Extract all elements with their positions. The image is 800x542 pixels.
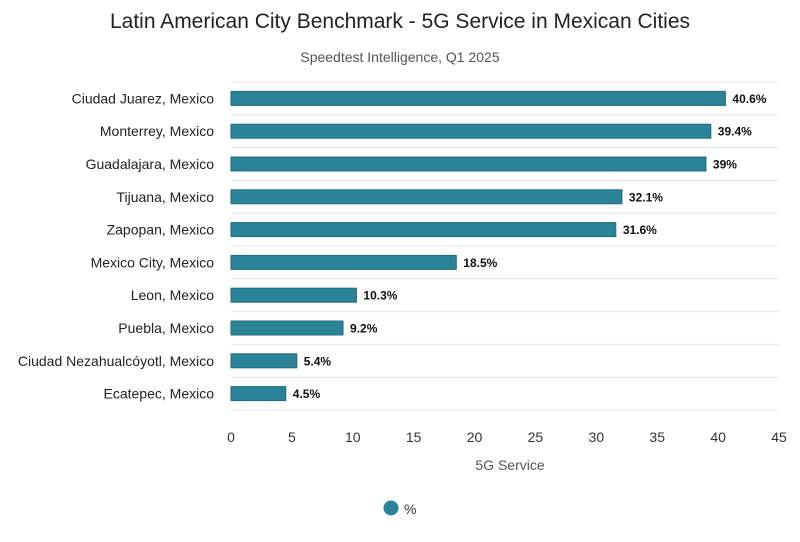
category-label: Ecatepec, Mexico bbox=[104, 386, 215, 402]
legend[interactable]: % bbox=[383, 500, 417, 518]
x-axis-ticks: 0 5 10 15 20 25 30 35 40 45 bbox=[227, 429, 787, 445]
bar[interactable] bbox=[230, 353, 298, 369]
x-tick-label: 0 bbox=[227, 429, 235, 445]
data-label: 32.1% bbox=[629, 190, 663, 204]
bar[interactable] bbox=[230, 189, 623, 205]
category-label: Guadalajara, Mexico bbox=[86, 156, 215, 172]
data-label: 31.6% bbox=[623, 223, 657, 237]
data-label: 9.2% bbox=[350, 322, 378, 336]
category-label: Tijuana, Mexico bbox=[116, 189, 214, 205]
data-label: 40.6% bbox=[732, 92, 766, 106]
legend-swatch-icon bbox=[383, 500, 399, 516]
x-tick-label: 5 bbox=[288, 429, 296, 445]
bar[interactable] bbox=[230, 320, 344, 336]
bar[interactable] bbox=[230, 222, 617, 238]
category-label: Leon, Mexico bbox=[131, 287, 214, 303]
data-label: 39% bbox=[713, 158, 737, 172]
category-labels: Ciudad Juarez, Mexico Monterrey, Mexico Gu… bbox=[18, 90, 214, 401]
legend-label: % bbox=[404, 501, 416, 517]
bars bbox=[230, 90, 726, 402]
x-tick-label: 20 bbox=[467, 429, 483, 445]
bar[interactable] bbox=[230, 123, 712, 139]
x-tick-label: 30 bbox=[589, 429, 605, 445]
category-label: Zapopan, Mexico bbox=[107, 222, 215, 238]
chart-subtitle: Speedtest Intelligence, Q1 2025 bbox=[300, 49, 499, 65]
data-labels: 40.6% 39.4% 39% 32.1% 31.6% 18.5% 10.3% 9.2% 5.4… bbox=[293, 92, 767, 401]
data-label: 4.5% bbox=[293, 387, 321, 401]
chart-title: Latin American City Benchmark - 5G Servi… bbox=[110, 10, 690, 33]
x-tick-label: 10 bbox=[345, 429, 361, 445]
data-label: 18.5% bbox=[463, 256, 497, 270]
bar[interactable] bbox=[230, 287, 357, 303]
x-tick-label: 15 bbox=[406, 429, 422, 445]
x-tick-label: 35 bbox=[649, 429, 665, 445]
category-label: Monterrey, Mexico bbox=[100, 123, 214, 139]
category-label: Puebla, Mexico bbox=[118, 320, 214, 336]
data-label: 10.3% bbox=[363, 289, 397, 303]
category-label: Ciudad Juarez, Mexico bbox=[72, 90, 215, 106]
category-label: Ciudad Nezahualcóyotl, Mexico bbox=[18, 353, 214, 369]
x-tick-label: 40 bbox=[710, 429, 726, 445]
bar[interactable] bbox=[230, 90, 726, 106]
bar[interactable] bbox=[230, 254, 457, 270]
bar[interactable] bbox=[230, 156, 707, 172]
x-axis-title: 5G Service bbox=[475, 457, 544, 473]
data-label: 5.4% bbox=[304, 354, 332, 368]
x-tick-label: 45 bbox=[771, 429, 787, 445]
x-tick-label: 25 bbox=[528, 429, 544, 445]
data-label: 39.4% bbox=[718, 125, 752, 139]
bar[interactable] bbox=[230, 386, 287, 402]
gridlines bbox=[231, 81, 779, 411]
category-label: Mexico City, Mexico bbox=[91, 254, 215, 270]
